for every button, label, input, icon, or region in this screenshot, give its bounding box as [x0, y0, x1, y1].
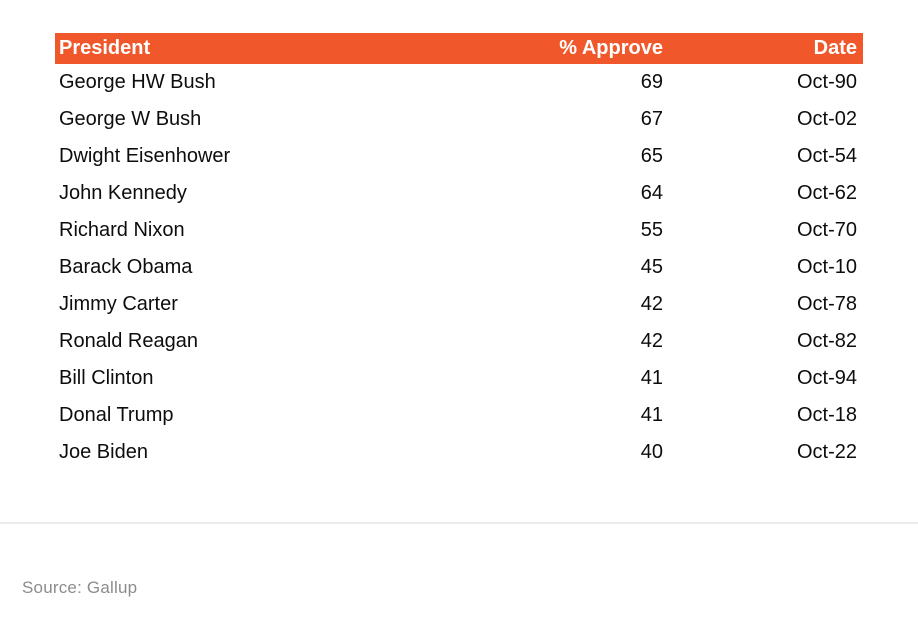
table-row: Bill Clinton 41 Oct-94: [55, 360, 863, 397]
table-row: Dwight Eisenhower 65 Oct-54: [55, 138, 863, 175]
president-name: Dwight Eisenhower: [59, 145, 231, 167]
approve-date: Oct-90: [796, 71, 857, 93]
approve-value: 41: [640, 404, 663, 426]
president-name: Joe Biden: [59, 441, 148, 463]
table-row: Joe Biden 40 Oct-22: [55, 434, 863, 471]
approve-date: Oct-22: [796, 441, 857, 463]
column-header-president: President: [59, 37, 151, 59]
approve-value: 42: [640, 330, 663, 352]
approve-date: Oct-82: [796, 330, 857, 352]
president-name: George W Bush: [59, 108, 202, 130]
table-row: George HW Bush 69 Oct-90: [55, 64, 863, 101]
approve-value: 65: [640, 145, 663, 167]
approve-date: Oct-18: [796, 404, 857, 426]
source-note: Source: Gallup: [22, 578, 138, 597]
table-header-row: President % Approve Date: [55, 33, 863, 64]
president-name: Richard Nixon: [59, 219, 185, 241]
president-name: Jimmy Carter: [59, 293, 178, 315]
president-name: Barack Obama: [59, 256, 193, 278]
approve-value: 67: [640, 108, 663, 130]
table-body: George HW Bush 69 Oct-90 George W Bush 6…: [55, 64, 863, 471]
approve-date: Oct-94: [796, 367, 857, 389]
president-name: John Kennedy: [59, 182, 187, 204]
approve-value: 55: [640, 219, 663, 241]
table-row: George W Bush 67 Oct-02: [55, 101, 863, 138]
approve-value: 69: [640, 71, 663, 93]
approve-date: Oct-70: [796, 219, 857, 241]
approve-date: Oct-62: [796, 182, 857, 204]
footer-divider: [0, 522, 918, 524]
column-header-approve: % Approve: [559, 37, 663, 59]
table-row: Richard Nixon 55 Oct-70: [55, 212, 863, 249]
table-row: Jimmy Carter 42 Oct-78: [55, 286, 863, 323]
approve-date: Oct-10: [796, 256, 857, 278]
approval-table: President % Approve Date George HW Bush …: [55, 33, 863, 471]
approve-value: 64: [640, 182, 663, 204]
president-name: Donal Trump: [59, 404, 174, 426]
approve-value: 42: [640, 293, 663, 315]
table-row: Ronald Reagan 42 Oct-82: [55, 323, 863, 360]
president-name: George HW Bush: [59, 71, 216, 93]
president-name: Bill Clinton: [59, 367, 154, 389]
approve-value: 41: [640, 367, 663, 389]
president-name: Ronald Reagan: [59, 330, 198, 352]
column-header-date: Date: [813, 37, 857, 59]
approve-value: 45: [640, 256, 663, 278]
approve-value: 40: [640, 441, 663, 463]
table-row: John Kennedy 64 Oct-62: [55, 175, 863, 212]
approve-date: Oct-54: [796, 145, 857, 167]
table-row: Barack Obama 45 Oct-10: [55, 249, 863, 286]
approve-date: Oct-78: [796, 293, 857, 315]
table-row: Donal Trump 41 Oct-18: [55, 397, 863, 434]
approve-date: Oct-02: [796, 108, 857, 130]
